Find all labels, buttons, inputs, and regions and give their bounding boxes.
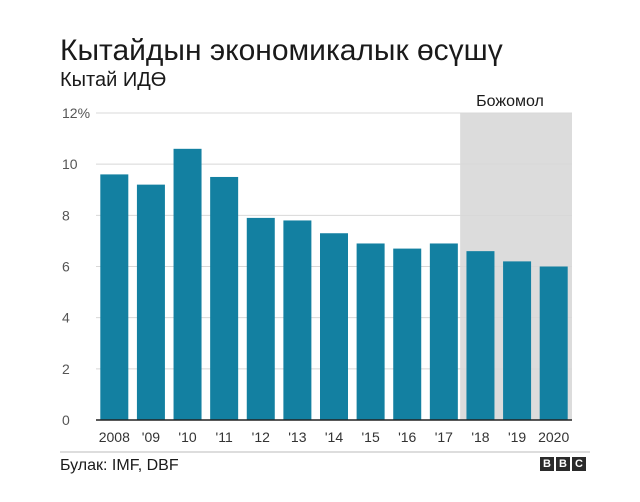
bar [429,243,458,420]
bar [393,248,422,420]
y-tick-label: 6 [62,259,70,275]
bar [539,266,568,420]
forecast-label: Божомол [476,93,544,110]
x-tick-label: '12 [252,429,270,445]
bar [246,217,275,420]
x-tick-label: '09 [142,429,160,445]
y-tick-label: 0 [62,412,70,428]
x-tick-label: 2008 [99,429,130,445]
x-tick-label: 2020 [538,429,569,445]
x-tick-label: '17 [435,429,453,445]
bar [320,233,348,420]
source-note: Булак: IMF, DBF [60,457,179,474]
bar [503,261,532,420]
bar [283,220,312,420]
y-tick-label: 12% [62,105,90,121]
x-tick-label: '10 [178,429,196,445]
x-tick-label: '16 [398,429,416,445]
y-tick-label: 2 [62,361,70,377]
x-tick-label: '11 [216,429,233,445]
x-tick-label: '13 [288,429,306,445]
x-tick-label: '19 [508,429,526,445]
bar [356,243,385,420]
bar [100,174,129,420]
chart-subtitle: Кытай ИДӨ [60,69,167,91]
bar [173,148,202,421]
y-tick-label: 4 [62,310,70,326]
y-tick-label: 8 [62,207,70,223]
y-tick-label: 10 [62,156,78,172]
x-tick-label: '15 [361,429,379,445]
bar [210,176,239,420]
bar [136,184,165,420]
x-tick-label: '14 [325,429,343,445]
bbc-logo-letter-2: B [556,457,570,471]
bbc-logo: B B C [540,457,586,471]
bbc-logo-letter-3: C [572,457,586,471]
chart-title: Кытайдын экономикалык өсүшү [60,34,503,67]
bar [466,251,495,420]
x-tick-label: '18 [471,429,489,445]
bbc-logo-letter-1: B [540,457,554,471]
